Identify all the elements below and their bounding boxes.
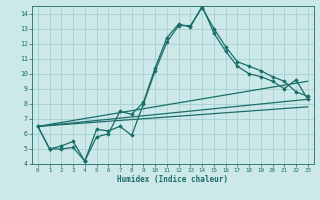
X-axis label: Humidex (Indice chaleur): Humidex (Indice chaleur) xyxy=(117,175,228,184)
